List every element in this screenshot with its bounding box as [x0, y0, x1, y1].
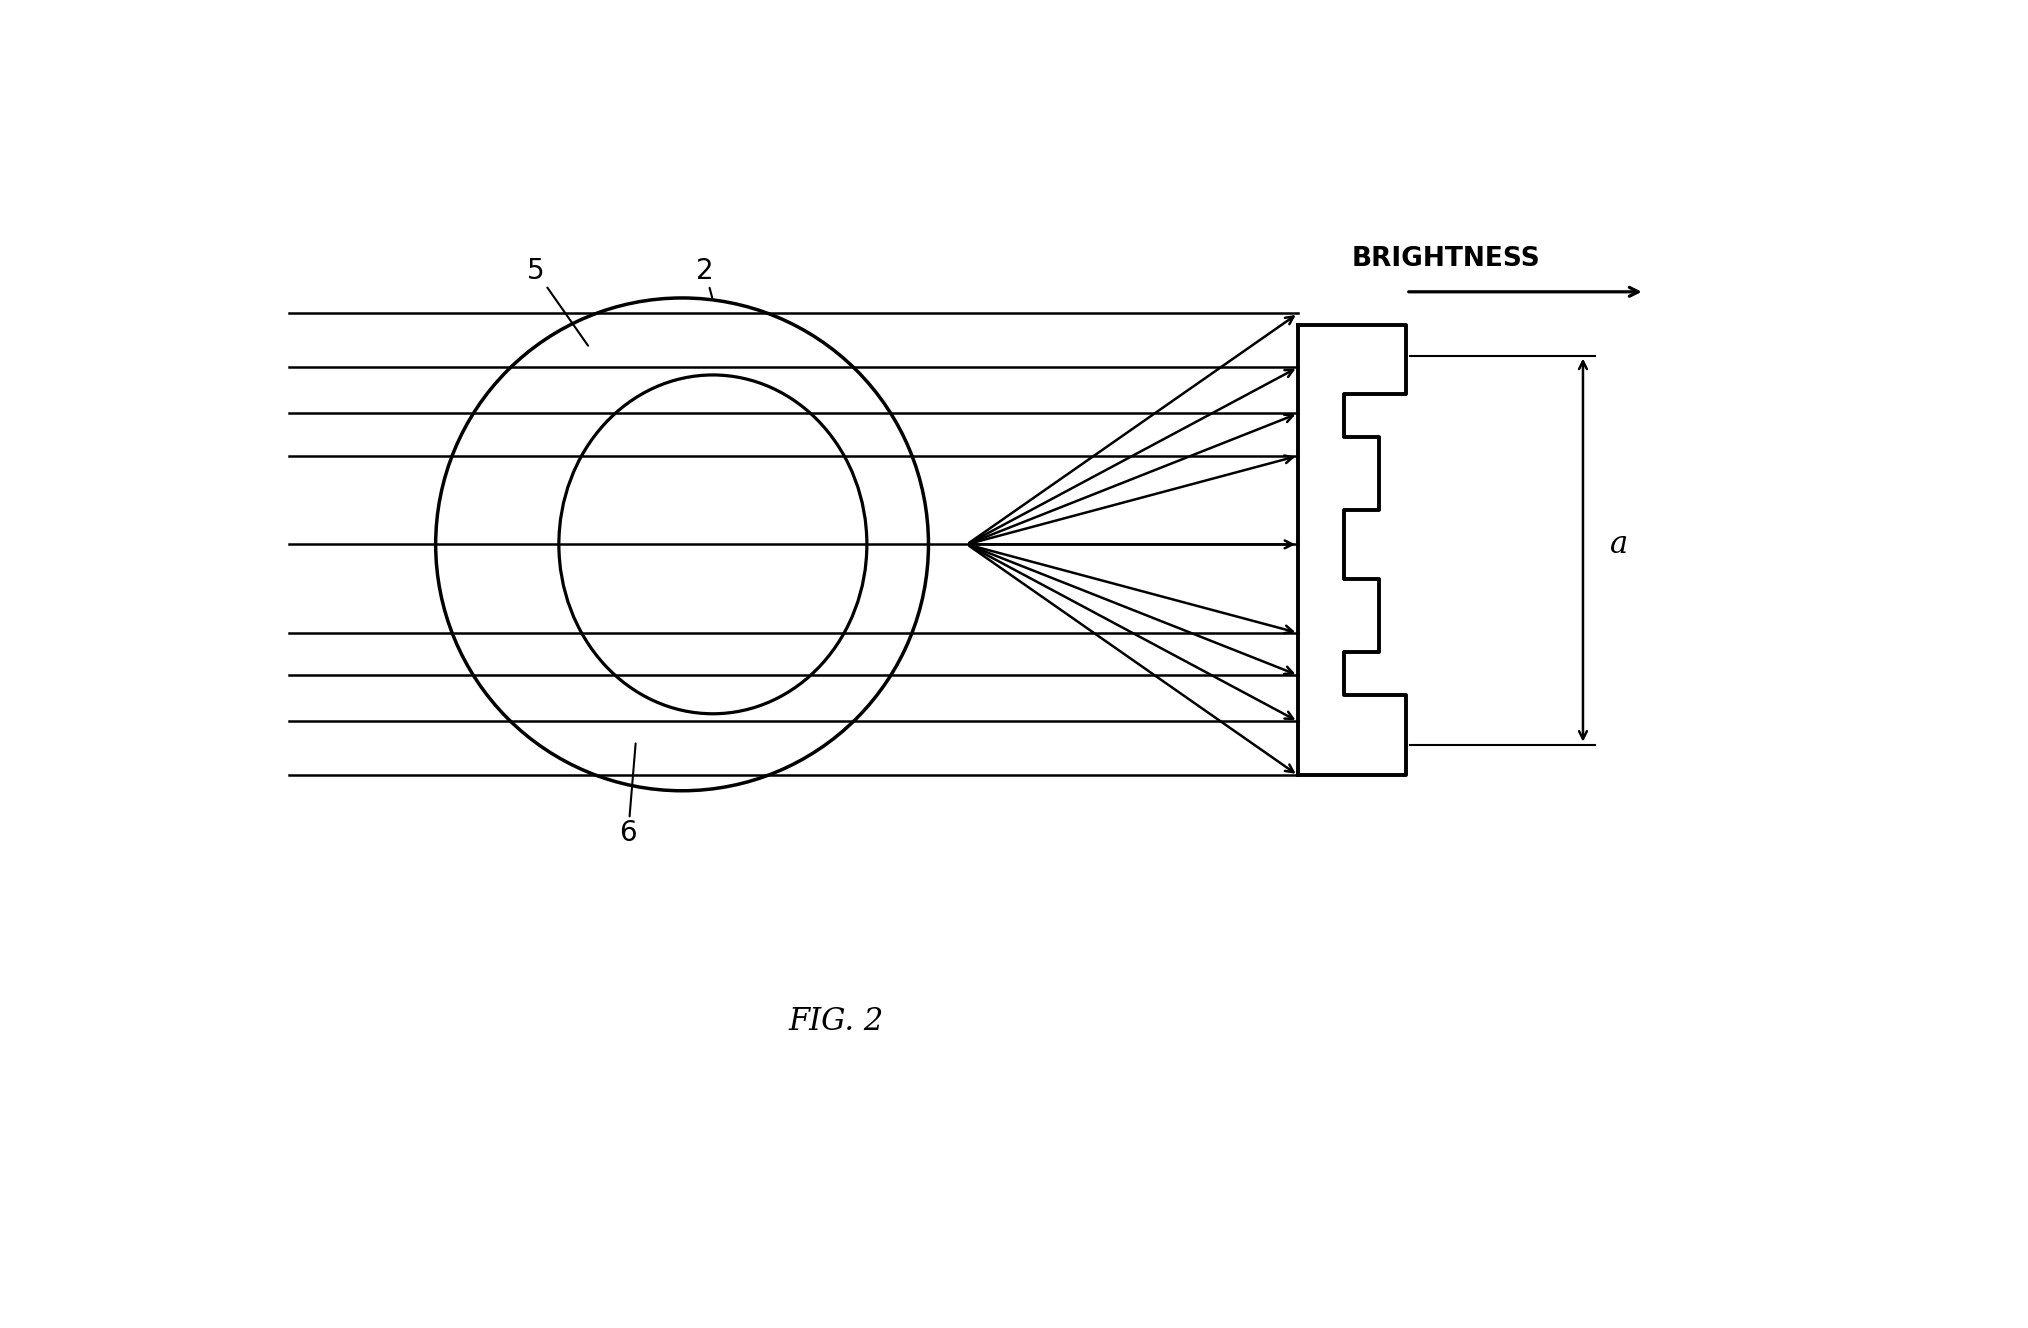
Text: 2: 2: [696, 258, 714, 297]
Text: BRIGHTNESS: BRIGHTNESS: [1353, 247, 1541, 272]
Text: 6: 6: [619, 744, 637, 847]
Text: 5: 5: [527, 258, 588, 345]
Text: FIG. 2: FIG. 2: [789, 1007, 884, 1037]
Text: a: a: [1610, 529, 1628, 560]
